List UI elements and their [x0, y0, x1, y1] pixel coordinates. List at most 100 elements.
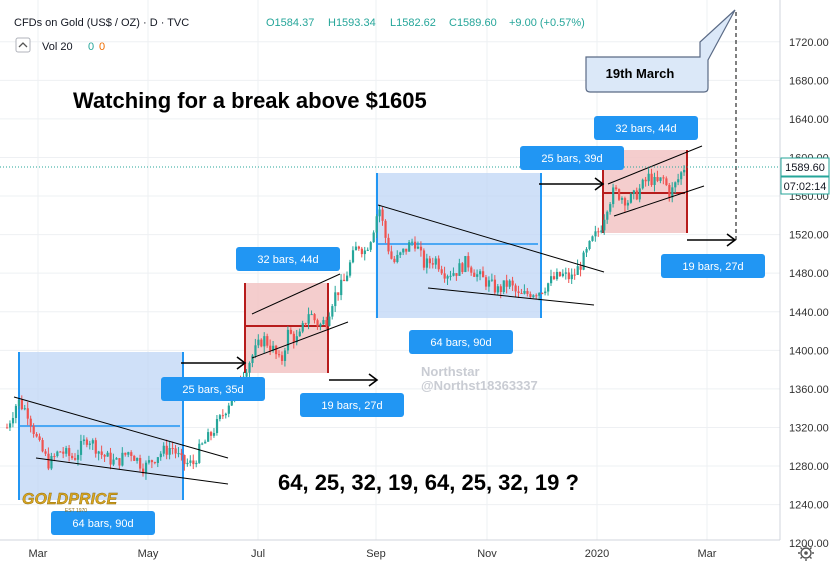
candle: [278, 350, 281, 358]
candle: [328, 312, 331, 327]
x-tick-label: Sep: [366, 548, 386, 560]
candle-body: [674, 182, 677, 188]
candle: [479, 269, 482, 281]
candle: [32, 423, 35, 438]
candle-body: [378, 209, 381, 217]
candle-body: [307, 314, 310, 324]
candle-body: [142, 468, 145, 474]
candle-body: [115, 458, 118, 460]
label-32-bars-1: 32 bars, 44d: [236, 247, 340, 271]
ohlc-close: C1589.60: [449, 17, 497, 29]
candle: [124, 452, 127, 457]
label-32-bars-1-text: 32 bars, 44d: [257, 254, 318, 266]
y-tick-label: 1280.00: [789, 461, 829, 473]
candle-body: [74, 458, 77, 460]
candle: [275, 344, 278, 359]
candle-body: [76, 454, 80, 460]
candle: [632, 189, 635, 200]
candle: [177, 446, 180, 458]
candle: [38, 433, 41, 442]
channel-1-lower: [251, 321, 349, 359]
label-25-bars-1-text: 25 bars, 35d: [182, 384, 243, 396]
candle-body: [597, 231, 600, 233]
candle: [573, 268, 576, 280]
candle-body: [215, 419, 219, 434]
candle-body: [558, 271, 562, 277]
candle: [496, 283, 499, 296]
candle: [139, 454, 142, 472]
candle: [600, 225, 603, 234]
candle: [567, 268, 570, 284]
candle: [550, 269, 553, 286]
candle-body: [677, 179, 680, 183]
y-tick-label: 1400.00: [789, 345, 829, 357]
candle: [144, 460, 148, 480]
candle-body: [579, 266, 582, 270]
candle-body: [662, 177, 665, 179]
candle: [65, 445, 68, 457]
candle-body: [133, 455, 136, 461]
candle-body: [547, 283, 550, 292]
candle-body: [224, 413, 227, 416]
candle-body: [399, 252, 402, 255]
ohlc-open: O1584.37: [266, 17, 314, 29]
label-19-bars-2-text: 19 bars, 27d: [682, 261, 743, 273]
candle: [629, 192, 633, 204]
arrow-25-bars-1-head: [236, 356, 247, 370]
candle: [541, 292, 544, 295]
settings-gear-icon[interactable]: [798, 545, 814, 561]
candle: [470, 265, 473, 276]
candle-body: [632, 190, 635, 194]
candle: [437, 255, 440, 272]
candle: [307, 307, 310, 330]
candle-body: [230, 398, 233, 406]
countdown-tag: 07:02:14: [780, 176, 830, 195]
symbol-title: CFDs on Gold (US$ / OZ) · D · TVC: [14, 17, 189, 29]
candle: [115, 456, 118, 460]
candle-body: [449, 275, 452, 277]
candle-body: [550, 276, 553, 284]
candle: [346, 271, 349, 282]
candle: [620, 196, 624, 204]
candle-body: [588, 240, 591, 249]
candle-body: [109, 452, 112, 465]
candle-body: [171, 448, 174, 450]
candle-body: [360, 248, 363, 255]
candle: [647, 168, 650, 186]
candle: [564, 267, 567, 280]
x-tick-label: May: [138, 548, 159, 560]
candle-body: [334, 292, 337, 307]
candle: [399, 251, 402, 258]
candle-body: [561, 273, 565, 277]
y-axis: 1200.00 1240.00 1280.00 1320.00 1360.00 1400.…: [779, 0, 840, 568]
candle: [396, 250, 399, 264]
candle-body: [227, 405, 230, 414]
candle: [183, 454, 186, 471]
candle: [570, 268, 573, 284]
collapse-icon[interactable]: [15, 37, 31, 53]
y-tick-label: 1320.00: [789, 422, 829, 434]
candle-body: [499, 286, 502, 292]
candle-body: [541, 292, 544, 294]
candle: [150, 459, 154, 469]
label-32-bars-2-text: 32 bars, 44d: [615, 123, 676, 135]
candle: [493, 275, 497, 295]
candle: [668, 183, 671, 202]
candle: [298, 328, 301, 337]
ohlc-high: H1593.34: [328, 17, 376, 29]
candle: [490, 273, 494, 282]
candle-body: [366, 249, 369, 251]
candle: [591, 235, 594, 242]
candle-body: [106, 452, 109, 457]
candle-body: [354, 246, 358, 251]
label-64-bars-1-text: 64 bars, 90d: [72, 518, 133, 530]
candle: [207, 428, 210, 442]
candle-body: [263, 336, 266, 347]
candle: [29, 415, 32, 433]
candle: [295, 329, 298, 346]
label-25-bars-2: 25 bars, 39d: [520, 146, 624, 170]
box-labels: 64 bars, 90d 25 bars, 35d 32 bars, 44d 1…: [51, 116, 765, 535]
candle-body: [47, 453, 50, 469]
candle-body: [118, 458, 121, 466]
